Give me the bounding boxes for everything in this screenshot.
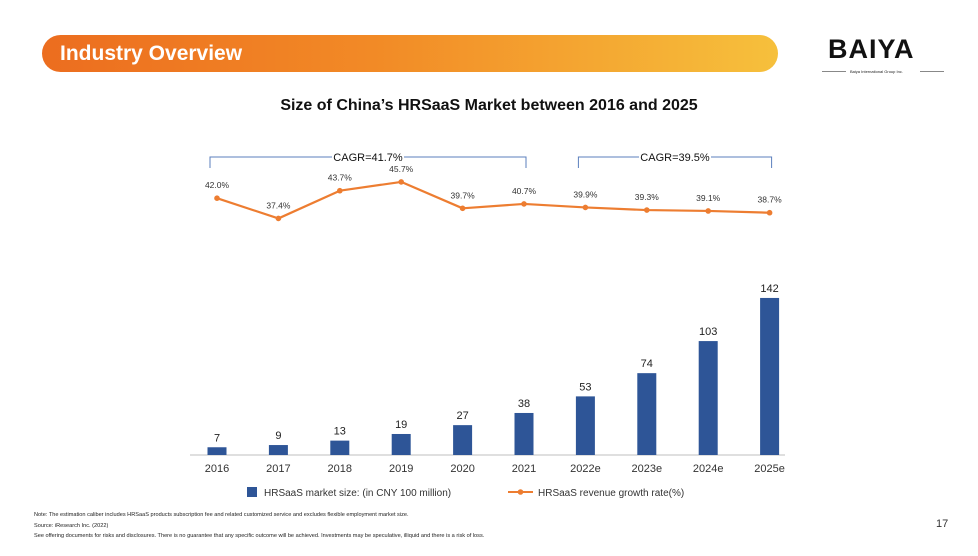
growth-point-2018 <box>337 187 343 194</box>
growth-label-2023e: 39.3% <box>635 192 660 202</box>
bar-value-label-2021: 38 <box>518 398 530 410</box>
growth-label-2019: 45.7% <box>389 164 414 174</box>
growth-point-2023e <box>644 207 650 213</box>
footnote-note: Note: The estimation caliber includes HR… <box>34 512 409 518</box>
bar-2017 <box>268 445 288 455</box>
bar-2021 <box>514 412 534 455</box>
section-banner: Industry Overview <box>42 35 778 72</box>
cagr-label-1: CAGR=41.7% <box>333 152 403 164</box>
bar-value-label-2017: 9 <box>275 430 281 442</box>
growth-point-2020 <box>459 205 466 212</box>
logo-rule-left <box>822 71 846 72</box>
cagr-label-2: CAGR=39.5% <box>640 152 710 164</box>
x-tick-label-2025e: 2025e <box>754 463 785 475</box>
section-title: Industry Overview <box>60 42 243 65</box>
logo-subtitle: Baiya International Group Inc. <box>850 69 903 74</box>
bar-2022e <box>575 396 595 455</box>
growth-label-2021: 40.7% <box>512 186 537 196</box>
chart-title: Size of China’s HRSaaS Market between 20… <box>280 97 698 114</box>
growth-point-2024e <box>705 208 711 214</box>
bar-value-label-2018: 13 <box>334 426 346 438</box>
growth-label-2017: 37.4% <box>266 200 291 210</box>
x-tick-label-2018: 2018 <box>328 463 352 475</box>
footnote-source: Source: iResearch Inc. (2022) <box>34 523 109 529</box>
x-tick-label-2016: 2016 <box>205 463 229 475</box>
bar-value-label-2019: 19 <box>395 419 407 431</box>
bar-value-label-2025e: 142 <box>760 283 778 295</box>
growth-label-2025e: 38.7% <box>758 195 783 205</box>
bar-2020 <box>453 425 473 455</box>
x-tick-label-2022e: 2022e <box>570 463 601 475</box>
legend-swatch-bar <box>247 487 257 497</box>
bar-2019 <box>391 433 411 455</box>
bar-2023e <box>637 373 657 455</box>
growth-label-2016: 42.0% <box>205 180 230 190</box>
legend-swatch-marker <box>517 489 524 495</box>
growth-label-2020: 39.7% <box>451 190 476 200</box>
growth-point-2025e <box>766 209 773 216</box>
x-tick-label-2019: 2019 <box>389 463 413 475</box>
x-tick-label-2020: 2020 <box>450 463 474 475</box>
page-number: 17 <box>936 518 949 530</box>
x-tick-label-2023e: 2023e <box>632 463 663 475</box>
growth-point-2017 <box>275 215 282 222</box>
bar-value-label-2016: 7 <box>214 432 220 444</box>
bar-2024e <box>698 341 718 455</box>
growth-point-2022e <box>582 204 589 211</box>
x-tick-label-2017: 2017 <box>266 463 290 475</box>
growth-label-2018: 43.7% <box>328 173 353 183</box>
bar-value-label-2020: 27 <box>456 410 468 422</box>
growth-point-2021 <box>521 201 527 207</box>
footnote-disclaimer: See offering documents for risks and dis… <box>34 533 485 539</box>
growth-point-2016 <box>214 195 220 201</box>
growth-label-2022e: 39.9% <box>573 189 598 199</box>
logo-rule-right <box>920 71 944 72</box>
x-tick-label-2021: 2021 <box>512 463 536 475</box>
cagr-bracket-1 <box>209 156 527 168</box>
cagr-bracket-2 <box>577 156 773 168</box>
company-logo: BAIYA Baiya International Group Inc. <box>822 34 946 80</box>
bar-value-label-2024e: 103 <box>699 326 717 338</box>
bar-2018 <box>330 440 350 455</box>
x-tick-label-2024e: 2024e <box>693 463 724 475</box>
bar-2025e <box>760 297 780 455</box>
bar-2016 <box>207 447 227 455</box>
growth-point-2019 <box>398 179 405 185</box>
legend-label-line: HRSaaS revenue growth rate(%) <box>538 488 684 499</box>
bar-value-label-2023e: 74 <box>641 358 653 370</box>
growth-label-2024e: 39.1% <box>696 193 721 203</box>
logo-wordmark: BAIYA <box>828 34 915 64</box>
legend-label-bar: HRSaaS market size: (in CNY 100 million) <box>264 488 451 499</box>
bar-value-label-2022e: 53 <box>579 381 591 393</box>
growth-rate-line <box>216 180 770 220</box>
